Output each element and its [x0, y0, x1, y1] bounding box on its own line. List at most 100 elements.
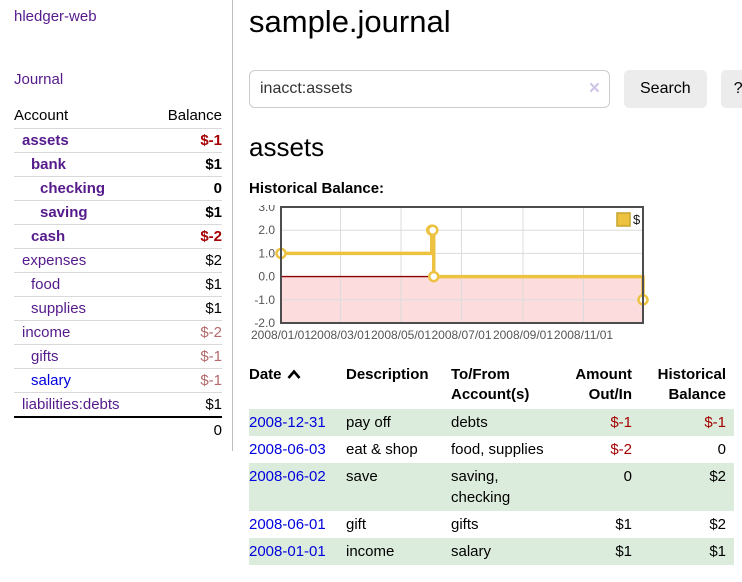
- account-row: checking 0: [14, 176, 222, 201]
- search-input[interactable]: [249, 70, 610, 108]
- svg-text:-1.0: -1.0: [254, 293, 275, 307]
- balance-column-header-register: Historical Balance: [657, 366, 726, 403]
- register-description: pay off: [346, 414, 391, 431]
- account-balance: $-1: [200, 372, 222, 389]
- svg-text:2008/09/01: 2008/09/01: [493, 328, 553, 342]
- sidebar-account-supplies[interactable]: supplies: [31, 300, 87, 317]
- account-name-cell: cash: [14, 225, 151, 249]
- register-date-cell: 2008-12-31: [249, 409, 346, 436]
- account-name-cell: expenses: [14, 249, 151, 273]
- account-row: food $1: [14, 272, 222, 297]
- register-accounts: gifts: [451, 516, 479, 533]
- register-amount: 0: [623, 468, 632, 485]
- register-date-link[interactable]: 2008-01-01: [249, 543, 326, 560]
- register-header-row: Date Description To/From Account(s) Amou…: [249, 363, 734, 409]
- register-balance: $-1: [704, 414, 726, 431]
- register-row: 2008-06-01 gift gifts $1 $2: [249, 511, 734, 538]
- svg-text:2008/01/01: 2008/01/01: [251, 328, 311, 342]
- svg-text:2008/07/01: 2008/07/01: [431, 328, 491, 342]
- account-name-cell: food: [14, 273, 151, 297]
- sidebar-account-expenses[interactable]: expenses: [22, 252, 87, 269]
- svg-text:2008/05/01: 2008/05/01: [371, 328, 431, 342]
- register-accounts: food, supplies: [451, 441, 544, 458]
- historical-balance-chart[interactable]: $3.0 2.0 1.0 0.0 -1.0 -2.0 2008/01/01 2008/03/0…: [249, 205, 742, 345]
- account-heading: assets: [249, 132, 325, 162]
- account-row: gifts $-1: [14, 344, 222, 369]
- account-balance: $-2: [200, 228, 222, 245]
- register-accounts: saving, checking: [451, 468, 511, 506]
- balance-column-header: Balance: [167, 107, 222, 124]
- account-name-cell: bank: [14, 153, 151, 177]
- sidebar-account-gifts[interactable]: gifts: [31, 348, 59, 365]
- account-row: bank $1: [14, 152, 222, 177]
- account-balance: $1: [205, 276, 222, 293]
- clear-search-icon[interactable]: ×: [588, 78, 600, 100]
- sidebar-account-food[interactable]: food: [31, 276, 61, 293]
- account-row: assets $-1: [14, 128, 222, 153]
- sidebar-account-assets[interactable]: assets: [22, 132, 69, 149]
- sidebar: hledger-web Journal Account Balance asse…: [0, 0, 233, 451]
- register-table: Date Description To/From Account(s) Amou…: [249, 363, 734, 565]
- register-row: 2008-12-31 pay off debts $-1 $-1: [249, 409, 734, 436]
- accounts-total-row: 0: [14, 417, 222, 443]
- account-row: salary $-1: [14, 368, 222, 393]
- account-row: expenses $2: [14, 248, 222, 273]
- register-date-link[interactable]: 2008-06-03: [249, 441, 326, 458]
- description-column-header: Description: [346, 366, 429, 383]
- register-date-cell: 2008-06-01: [249, 511, 346, 538]
- register-date-cell: 2008-06-02: [249, 463, 346, 511]
- sidebar-account-cash[interactable]: cash: [31, 228, 66, 245]
- register-balance: 0: [717, 441, 726, 458]
- svg-text:$: $: [633, 212, 641, 227]
- register-amount: $1: [615, 516, 632, 533]
- account-balance: $1: [205, 300, 222, 317]
- account-name-cell: supplies: [14, 297, 151, 321]
- svg-text:3.0: 3.0: [258, 205, 275, 214]
- date-column-header[interactable]: Date: [249, 363, 346, 409]
- register-accounts: salary: [451, 543, 492, 560]
- account-balance: 0: [213, 180, 222, 197]
- search-form: × Search ?: [249, 70, 742, 108]
- register-amount: $-2: [610, 441, 632, 458]
- register-balance: $1: [709, 543, 726, 560]
- sidebar-account-salary[interactable]: salary: [31, 372, 72, 389]
- brand-link[interactable]: hledger-web: [14, 8, 97, 25]
- account-row: liabilities:debts $1: [14, 392, 222, 418]
- date-header-label: Date: [249, 366, 282, 383]
- register-amount: $-1: [610, 414, 632, 431]
- search-button[interactable]: Search: [624, 70, 707, 108]
- register-date-cell: 2008-06-03: [249, 436, 346, 463]
- account-row: cash $-2: [14, 224, 222, 249]
- app-layout: hledger-web Journal Account Balance asse…: [0, 0, 742, 565]
- register-date-link[interactable]: 2008-12-31: [249, 414, 326, 431]
- help-button[interactable]: ?: [720, 70, 742, 108]
- sidebar-account-liabilities-debts[interactable]: liabilities:debts: [22, 396, 120, 413]
- sidebar-account-saving[interactable]: saving: [40, 204, 88, 221]
- account-row: supplies $1: [14, 296, 222, 321]
- register-date-link[interactable]: 2008-06-02: [249, 468, 326, 485]
- account-name-cell: saving: [14, 201, 151, 225]
- register-description: income: [346, 543, 395, 560]
- account-balance: $-1: [200, 132, 222, 149]
- account-balance: $-1: [200, 348, 222, 365]
- register-row: 2008-06-03 eat & shop food, supplies $-2 0: [249, 436, 734, 463]
- account-balance: $-2: [200, 324, 222, 341]
- sidebar-account-income[interactable]: income: [22, 324, 71, 341]
- register-balance: $2: [709, 516, 726, 533]
- account-column-header: Account: [14, 107, 69, 124]
- account-name-cell: salary: [14, 369, 151, 393]
- register-date-link[interactable]: 2008-06-01: [249, 516, 326, 533]
- account-balance: $1: [205, 204, 222, 221]
- chart-label: Historical Balance:: [249, 180, 385, 197]
- register-amount: $1: [615, 543, 632, 560]
- accounts-total-spacer: [14, 417, 151, 443]
- sidebar-item-journal[interactable]: Journal: [14, 71, 64, 88]
- sidebar-account-bank[interactable]: bank: [31, 156, 67, 173]
- account-name-cell: income: [14, 321, 151, 345]
- account-name-cell: liabilities:debts: [14, 393, 151, 418]
- account-name-cell: assets: [14, 129, 151, 153]
- page-title: sample.journal: [249, 4, 451, 39]
- sidebar-account-checking[interactable]: checking: [40, 180, 106, 197]
- accounts-table: Account Balance assets $-1 bank $1 checking 0…: [14, 104, 222, 443]
